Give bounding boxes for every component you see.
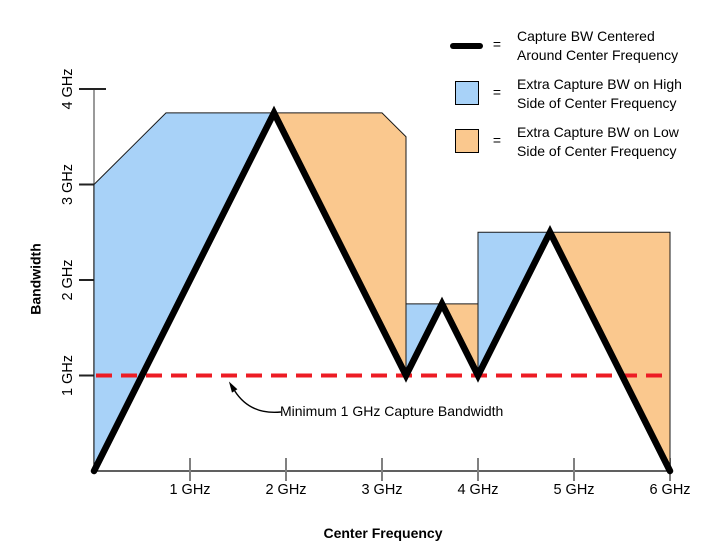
annotation-arrow-group [228,381,282,414]
x-tick-label: 3 GHz [361,482,402,498]
x-tick-label: 1 GHz [169,482,210,498]
legend-label-extra-bw-high: Extra Capture BW on High Side of Center … [517,75,682,113]
capture-bw-line-swatch [450,43,483,49]
y-axis-title: Bandwidth [27,243,44,315]
capture-bw-line-group [90,105,674,475]
y-tick-label: 4 GHz [60,68,76,109]
legend-label-line: Side of Center Frequency [517,95,677,111]
x-tick-label: 2 GHz [265,482,306,498]
equals-sign: = [492,132,502,148]
equals-sign: = [492,36,502,52]
legend-label-line: Extra Capture BW on Low [517,124,679,140]
legend-label-line: Capture BW Centered [517,28,655,44]
legend-label-line: Around Center Frequency [517,47,679,63]
x-tick-label: 4 GHz [457,482,498,498]
annotation-arrowhead-icon [228,381,238,393]
legend-label-extra-bw-low: Extra Capture BW on Low Side of Center F… [517,123,679,161]
legend-label-capture-bw: Capture BW Centered Around Center Freque… [517,27,678,65]
tick-labels-group: 1 GHz 2 GHz 3 GHz 4 GHz 5 GHz 6 GHz 1 GHz 2 GHz… [60,68,690,498]
annotation-label: Minimum 1 GHz Capture Bandwidth [280,403,504,419]
x-tick-label: 6 GHz [649,482,690,498]
legend-label-line: Side of Center Frequency [517,143,677,159]
y-tick-label: 3 GHz [60,164,76,205]
x-axis-title: Center Frequency [323,525,443,541]
equals-sign: = [492,84,502,100]
y-tick-label: 2 GHz [60,259,76,300]
y-tick-label: 1 GHz [60,355,76,396]
annotation-arrow-curve [234,390,282,414]
extra-bw-high-swatch [455,81,479,105]
capture-bw-line [90,105,674,475]
legend-label-line: Extra Capture BW on High [517,76,682,92]
extra-bw-low-swatch [455,129,479,153]
x-tick-label: 5 GHz [553,482,594,498]
